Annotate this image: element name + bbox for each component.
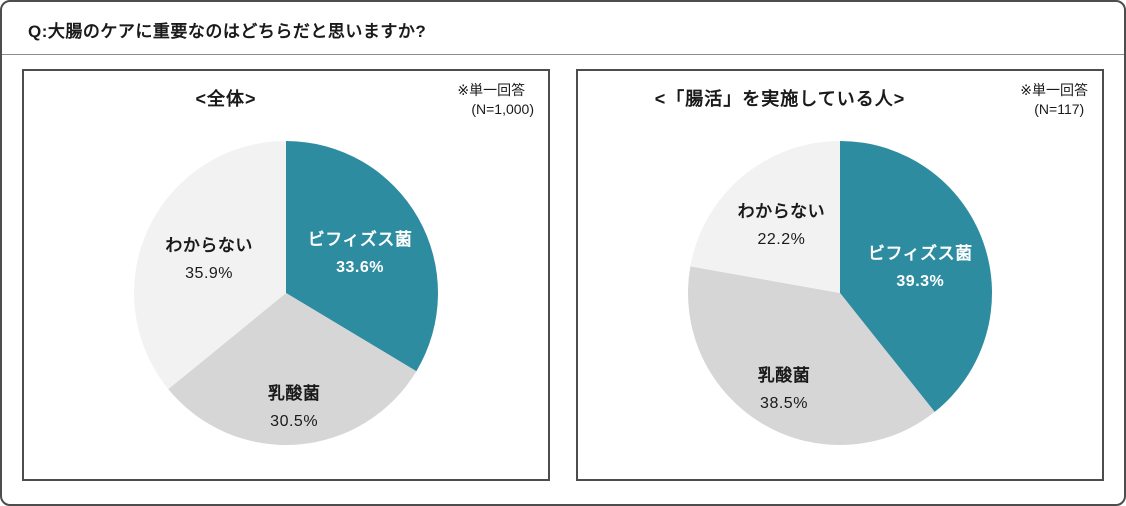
pie-chart-overall: ビフィズス菌 33.6% 乳酸菌 30.5% わからない 35.9%	[126, 133, 446, 453]
pie-slice-1	[688, 266, 935, 445]
chart-panel-overall: <全体> ※単一回答 (N=1,000) ビフィズス菌 33.6% 乳酸菌 30.5%…	[22, 69, 550, 481]
chart-title-gut-active: <「腸活」を実施している人>	[654, 89, 906, 109]
survey-question: Q:大腸のケアに重要なのはどちらだと思いますか?	[2, 2, 1124, 55]
chart-panels-row: <全体> ※単一回答 (N=1,000) ビフィズス菌 33.6% 乳酸菌 30.5%…	[2, 55, 1124, 481]
pie-slice-2	[133, 141, 286, 390]
note-sample-size: (N=1,000)	[471, 100, 534, 117]
pie-slice-2	[690, 141, 840, 293]
note-single-answer: ※単一回答	[1020, 82, 1088, 98]
pie-slice-0	[840, 141, 992, 412]
panel-header: <全体> ※単一回答 (N=1,000)	[24, 71, 548, 127]
chart-title-overall: <全体>	[195, 89, 257, 109]
chart-note-gut-active: ※単一回答 (N=117)	[1020, 81, 1088, 119]
panel-header: <「腸活」を実施している人> ※単一回答 (N=117)	[578, 71, 1102, 127]
pie-slice-1	[168, 293, 417, 446]
note-single-answer: ※単一回答	[457, 82, 526, 98]
pie-svg-overall	[133, 141, 438, 446]
pie-slice-0	[286, 141, 438, 372]
pie-chart-gut-active: ビフィズス菌 39.3% 乳酸菌 38.5% わからない 22.2%	[680, 133, 1000, 453]
pie-svg-gut-active	[688, 141, 992, 445]
note-sample-size: (N=117)	[1034, 100, 1085, 117]
chart-note-overall: ※単一回答 (N=1,000)	[457, 81, 534, 119]
chart-panel-gut-active: <「腸活」を実施している人> ※単一回答 (N=117) ビフィズス菌 39.3%…	[576, 69, 1104, 481]
